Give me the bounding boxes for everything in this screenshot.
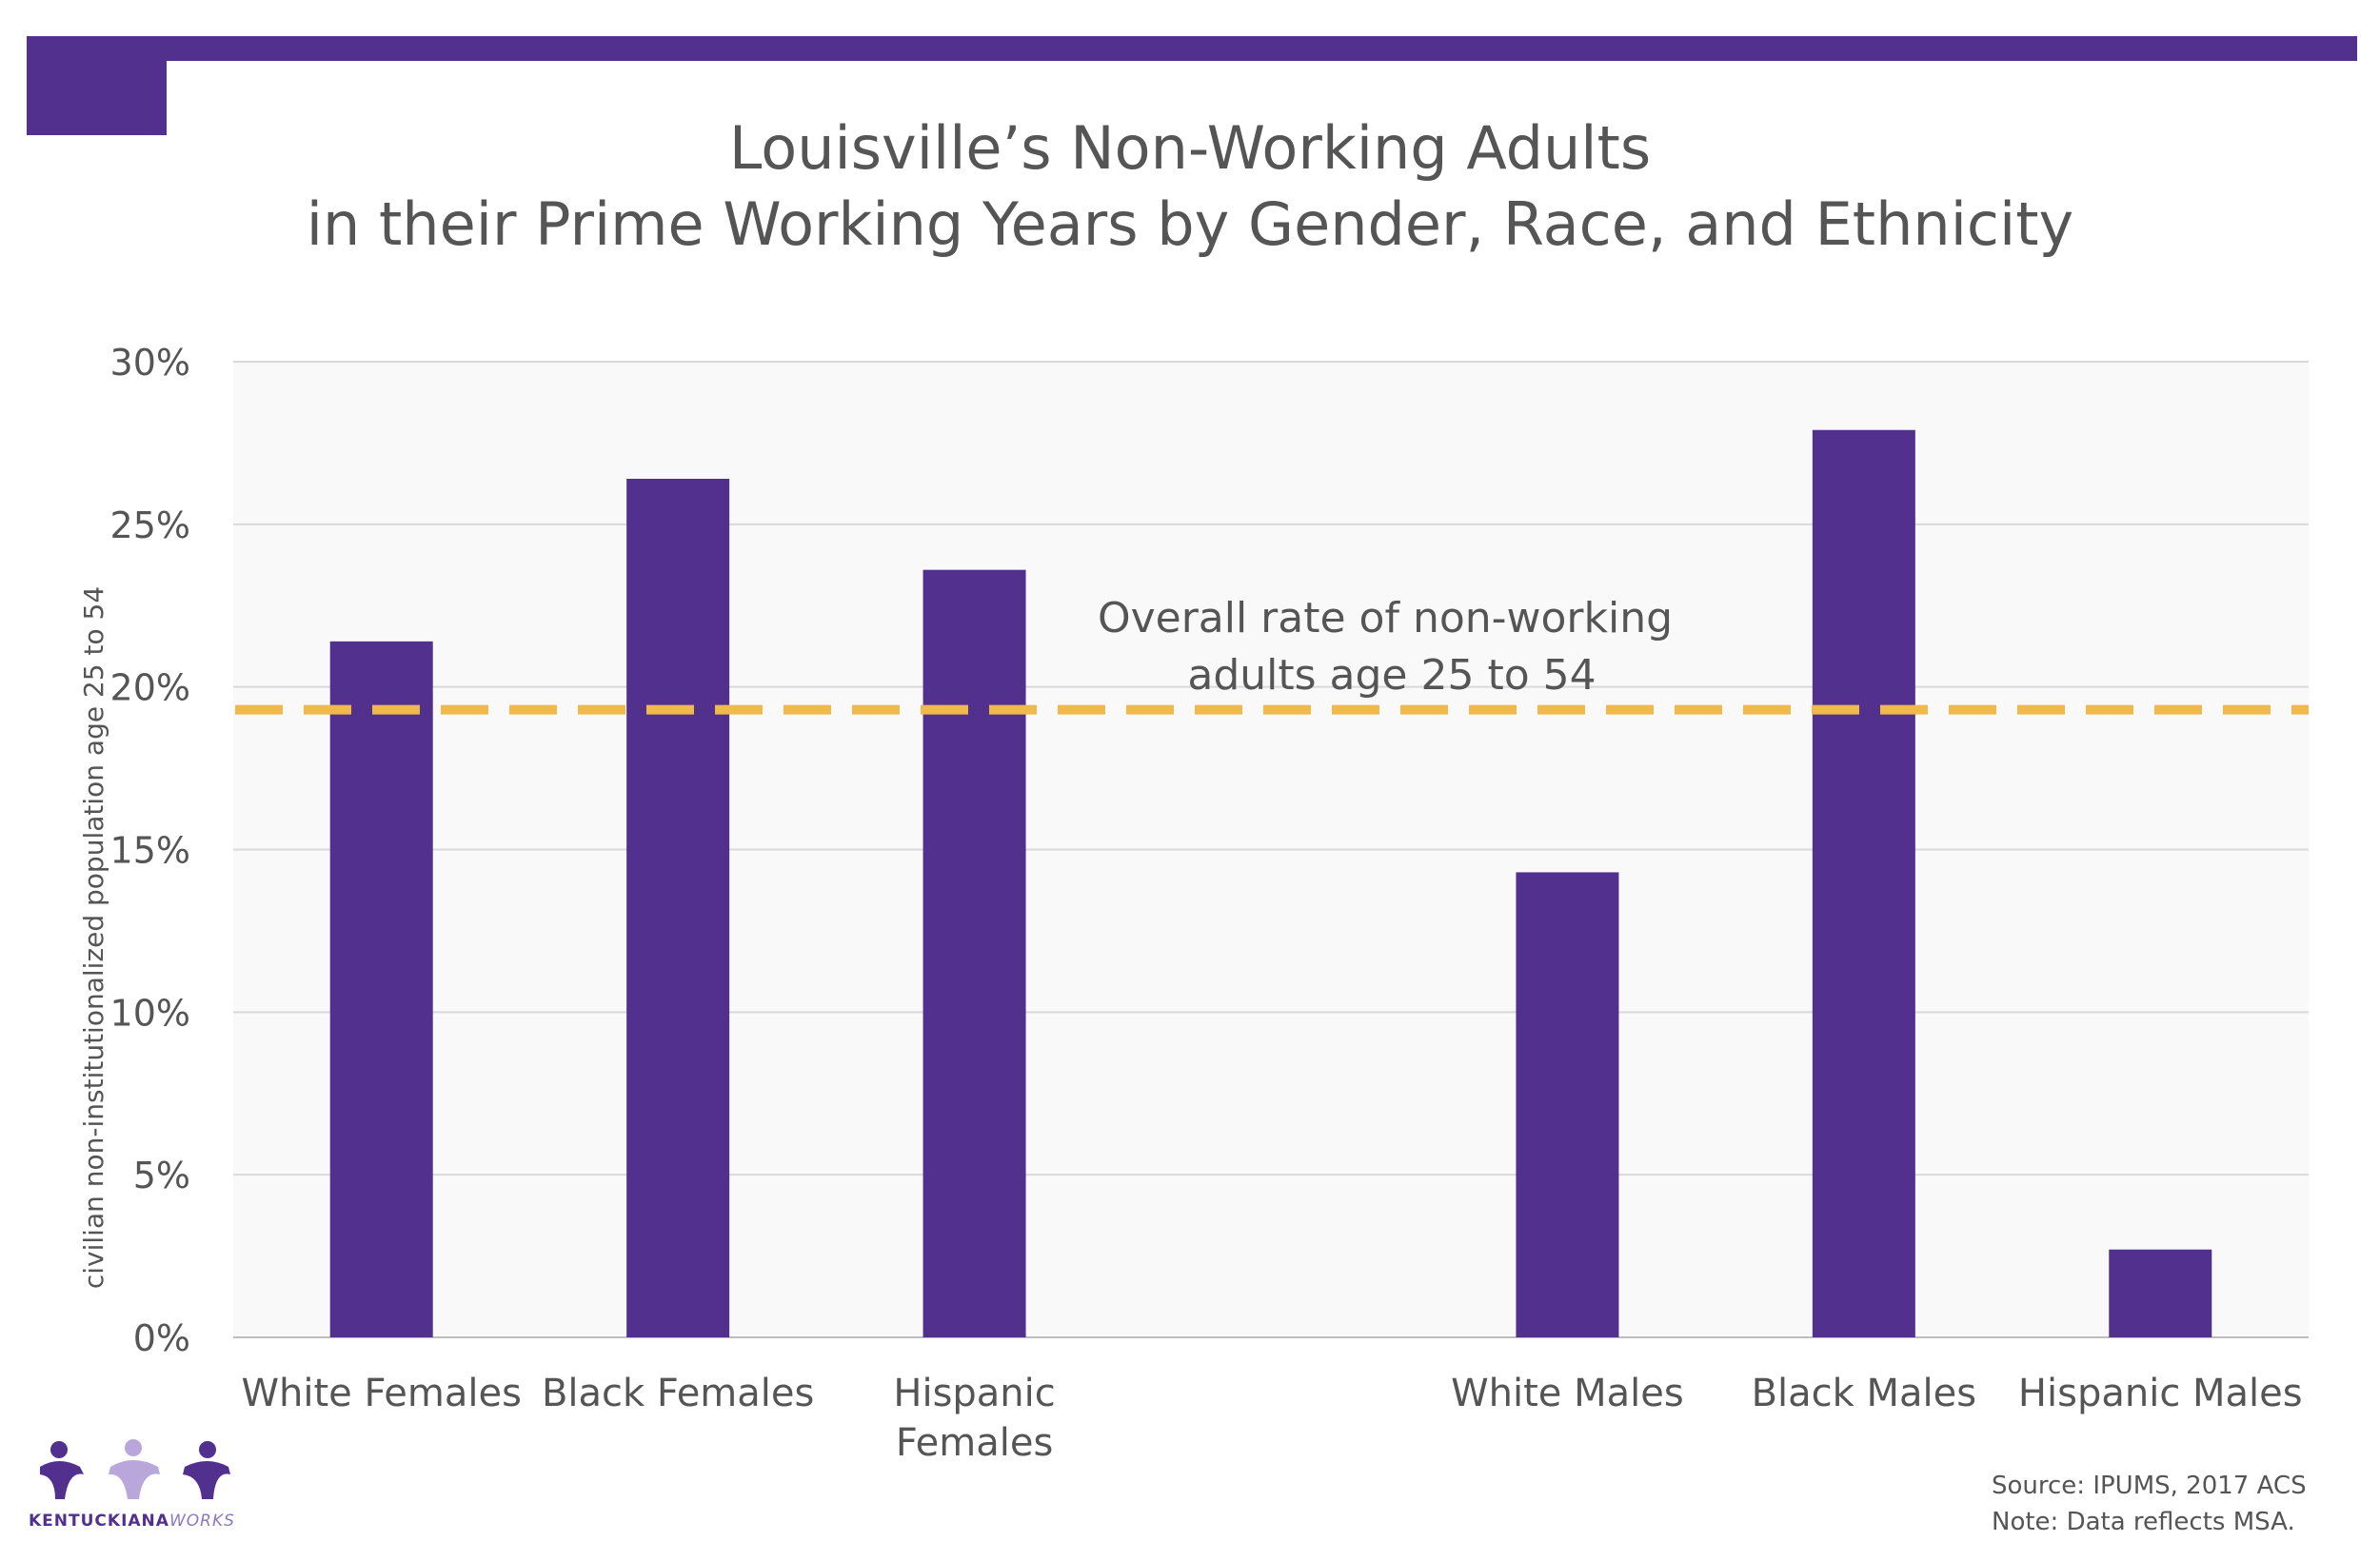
chart-title-line-2: in their Prime Working Years by Gender, … bbox=[306, 189, 2074, 259]
bar bbox=[626, 479, 730, 1337]
bar bbox=[1812, 429, 1915, 1337]
x-tick-label: White Males bbox=[1451, 1372, 1684, 1415]
chart-title-line-1: Louisville’s Non-Working Adults bbox=[728, 113, 1652, 183]
reference-line-label-line-1: Overall rate of non-working bbox=[1098, 594, 1673, 642]
x-axis-labels: White Females Black Females Hispanic Female… bbox=[241, 1372, 2302, 1465]
chart-title: Louisville’s Non-Working Adults in their… bbox=[0, 110, 2380, 263]
x-tick-label: Black Females bbox=[542, 1372, 814, 1415]
source-note: Source: IPUMS, 2017 ACS Note: Data refle… bbox=[1820, 1468, 2307, 1540]
reference-line-label-line-2: adults age 25 to 54 bbox=[1187, 651, 1596, 700]
y-tick-label: 10% bbox=[110, 992, 190, 1034]
y-axis-ticks: 0% 5% 10% 15% 20% 25% 30% bbox=[110, 342, 190, 1359]
x-tick-label: Hispanic Males bbox=[2018, 1372, 2303, 1415]
x-tick-label: Hispanic bbox=[893, 1372, 1055, 1415]
source-text: Source: IPUMS, 2017 ACS bbox=[1992, 1472, 2307, 1500]
bar bbox=[922, 569, 1026, 1337]
reference-line-label: Overall rate of non-working adults age 2… bbox=[1098, 594, 1686, 700]
svg-text:KENTUCKIANAWORKS: KENTUCKIANAWORKS bbox=[29, 1512, 235, 1531]
y-tick-label: 5% bbox=[133, 1155, 190, 1196]
logo-text-accent: WORKS bbox=[169, 1512, 235, 1531]
y-tick-label: 15% bbox=[110, 830, 190, 872]
x-tick-label: Black Males bbox=[1752, 1372, 1977, 1415]
note-text: Note: Data reflects MSA. bbox=[1992, 1508, 2295, 1536]
y-tick-label: 30% bbox=[110, 342, 190, 384]
x-tick-label: Females bbox=[896, 1421, 1053, 1465]
x-tick-label: White Females bbox=[241, 1372, 522, 1415]
bar bbox=[329, 641, 433, 1337]
bar bbox=[1516, 872, 1619, 1337]
top-accent-bar bbox=[27, 36, 2357, 61]
y-tick-label: 25% bbox=[110, 504, 190, 546]
y-tick-label: 0% bbox=[133, 1317, 190, 1359]
kentuckiana-works-logo: KENTUCKIANAWORKS bbox=[29, 1439, 235, 1531]
bar bbox=[2109, 1249, 2212, 1337]
gridlines bbox=[233, 361, 2309, 1338]
logo-text-main: KENTUCKIANA bbox=[29, 1512, 169, 1531]
logo-figures-icon bbox=[40, 1439, 230, 1499]
y-tick-label: 20% bbox=[110, 667, 190, 709]
corner-accent-block bbox=[27, 36, 167, 135]
y-axis-label: civilian non-institutionalized populatio… bbox=[78, 586, 109, 1289]
bars bbox=[329, 429, 2212, 1337]
